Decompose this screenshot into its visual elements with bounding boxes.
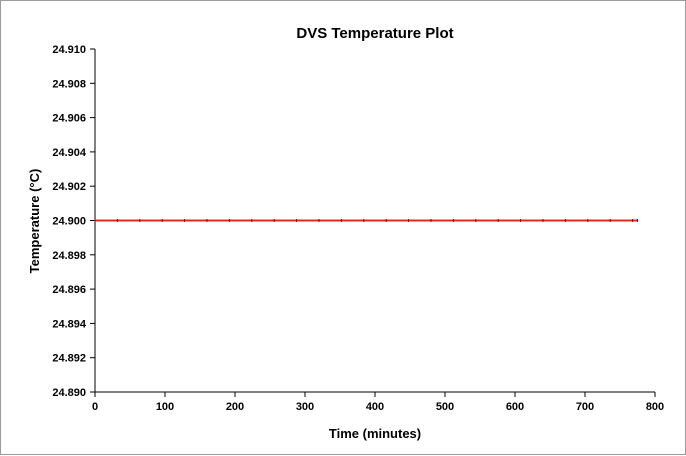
chart-title: DVS Temperature Plot	[296, 25, 453, 42]
x-tick-label: 200	[226, 401, 244, 413]
y-tick-label: 24.896	[52, 284, 86, 296]
x-axis-title: Time (minutes)	[329, 426, 421, 441]
y-tick-label: 24.900	[52, 216, 86, 228]
y-tick-label: 24.898	[52, 250, 86, 262]
x-tick-label: 300	[296, 401, 314, 413]
y-tick-label: 24.908	[52, 78, 86, 90]
y-tick-label: 24.906	[52, 113, 86, 125]
y-tick-label: 24.890	[52, 387, 86, 399]
x-tick-label: 100	[156, 401, 174, 413]
x-tick-label: 700	[576, 401, 594, 413]
y-tick-label: 24.894	[52, 318, 87, 330]
y-axis-ticks: 24.890 24.892 24.894 24.896 24.898 24.900 24.9…	[52, 44, 95, 399]
series-layer	[94, 219, 638, 222]
x-tick-label: 0	[92, 401, 98, 413]
y-tick-label: 24.910	[52, 44, 86, 56]
x-axis-ticks: 0 100 200 300 400 500 600 700 800	[92, 392, 664, 413]
x-tick-label: 800	[646, 401, 664, 413]
y-tick-label: 24.904	[52, 147, 87, 159]
x-tick-label: 500	[436, 401, 454, 413]
y-tick-label: 24.892	[52, 353, 86, 365]
y-axis-title: Temperature (°C)	[27, 169, 42, 274]
x-tick-label: 600	[506, 401, 524, 413]
x-tick-label: 400	[366, 401, 384, 413]
y-tick-label: 24.902	[52, 181, 86, 193]
